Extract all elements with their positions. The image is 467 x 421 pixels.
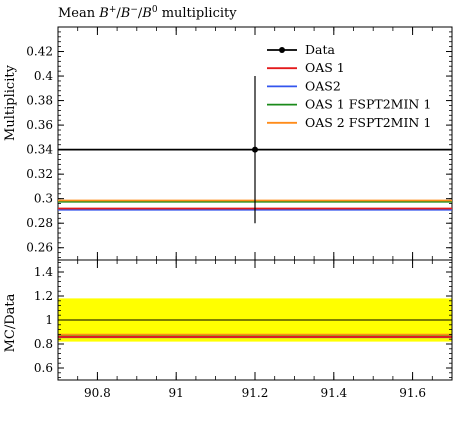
main-series-lines	[58, 76, 452, 224]
legend: Data OAS 1 OAS2 OAS 1 FSPT2MIN 1 OAS 2 FSPT2…	[267, 42, 431, 130]
main-x-ticks	[77, 27, 433, 260]
main-y-tick-label: 0.42	[26, 45, 53, 59]
ratio-y-tick-label: 0.8	[34, 337, 53, 351]
x-tick-label: 91	[169, 386, 184, 400]
main-y-tick-label: 0.4	[34, 69, 53, 83]
main-y-tick-label: 0.32	[26, 167, 53, 181]
ratio-plot-panel: 0.6 0.8 1 1.2 1.4 90.8 91 91.2 91.4 91.6 MC/Data	[3, 259, 453, 400]
main-y-tick-label: 0.26	[26, 241, 53, 255]
main-y-tick-label: 0.38	[26, 94, 53, 108]
main-y-tick-label: 0.34	[26, 143, 53, 157]
legend-label: OAS 1 FSPT2MIN 1	[305, 97, 431, 112]
ratio-y-tick-label: 1.4	[34, 265, 53, 279]
chart-title: Mean B+/B−/B0 multiplicity	[58, 5, 237, 21]
ratio-y-axis-label: MC/Data	[3, 293, 18, 352]
x-tick-label: 91.2	[242, 386, 269, 400]
main-y-tick-label: 0.3	[34, 192, 53, 206]
ratio-y-axis: 0.6 0.8 1 1.2 1.4	[34, 261, 452, 379]
ratio-series-lines	[58, 319, 452, 339]
ratio-x-axis: 90.8 91 91.2 91.4 91.6	[77, 260, 433, 400]
ratio-y-tick-label: 1	[45, 313, 53, 327]
legend-label: OAS 2 FSPT2MIN 1	[305, 115, 431, 130]
legend-marker	[279, 47, 285, 53]
legend-label: OAS 1	[305, 60, 345, 75]
main-y-tick-label: 0.36	[26, 118, 53, 132]
x-tick-label: 91.6	[399, 386, 426, 400]
main-y-tick-label: 0.28	[26, 216, 53, 230]
main-y-axis: 0.26 0.28 0.3 0.32 0.34 0.36 0.38 0.4 0.42	[26, 31, 452, 258]
ratio-y-tick-label: 0.6	[34, 361, 53, 375]
legend-label: Data	[305, 42, 335, 57]
ratio-y-tick-label: 1.2	[34, 289, 53, 303]
x-tick-label: 90.8	[84, 386, 111, 400]
x-tick-label: 91.4	[320, 386, 347, 400]
data-point	[252, 146, 258, 153]
legend-label: OAS2	[305, 78, 341, 93]
main-plot-panel: 0.26 0.28 0.3 0.32 0.34 0.36 0.38 0.4 0.42 Multi…	[3, 26, 453, 261]
main-y-axis-label: Multiplicity	[3, 64, 18, 141]
